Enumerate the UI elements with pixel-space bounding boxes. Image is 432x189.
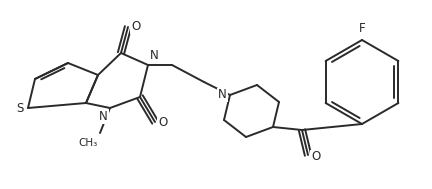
Text: O: O (131, 20, 140, 33)
Text: N: N (218, 88, 227, 101)
Text: S: S (16, 101, 24, 115)
Text: F: F (359, 22, 365, 35)
Text: N: N (150, 49, 159, 62)
Text: N: N (99, 110, 108, 123)
Text: O: O (311, 150, 320, 163)
Text: CH₃: CH₃ (79, 138, 98, 148)
Text: O: O (158, 115, 167, 129)
